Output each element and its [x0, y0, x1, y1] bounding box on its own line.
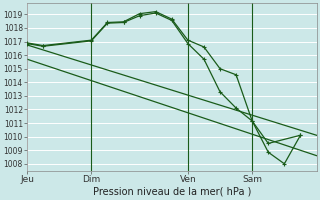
X-axis label: Pression niveau de la mer( hPa ): Pression niveau de la mer( hPa ): [92, 187, 251, 197]
